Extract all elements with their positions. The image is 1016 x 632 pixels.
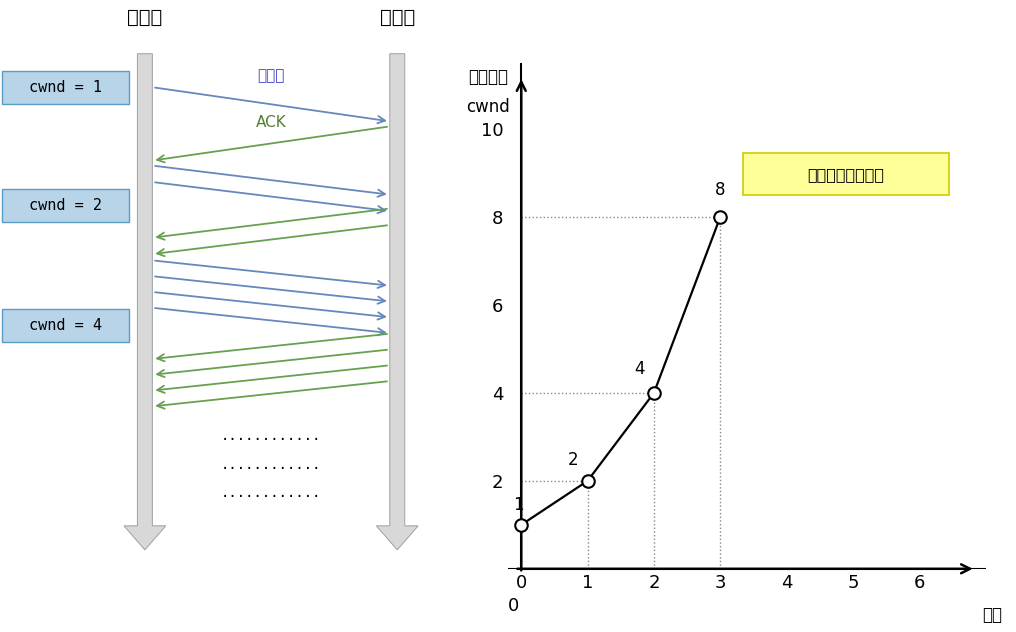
FancyArrow shape — [124, 54, 166, 550]
Text: 数据包: 数据包 — [257, 68, 284, 83]
Text: 接收方: 接收方 — [380, 8, 415, 27]
FancyArrow shape — [376, 54, 419, 550]
Text: 4: 4 — [634, 360, 644, 377]
Text: ACK: ACK — [256, 115, 287, 130]
Text: 2: 2 — [568, 451, 578, 468]
Text: ............: ............ — [220, 429, 321, 443]
FancyBboxPatch shape — [2, 71, 128, 104]
FancyBboxPatch shape — [2, 309, 128, 342]
Text: 慢启动呈指数增加: 慢启动呈指数增加 — [808, 167, 885, 182]
Text: cwnd = 1: cwnd = 1 — [28, 80, 102, 95]
Text: 发送方: 发送方 — [127, 8, 163, 27]
Text: 轮次: 轮次 — [982, 606, 1002, 624]
Text: 8: 8 — [715, 181, 725, 200]
Text: 1: 1 — [513, 496, 523, 514]
Text: ............: ............ — [220, 458, 321, 471]
FancyBboxPatch shape — [744, 154, 949, 195]
Text: cwnd = 2: cwnd = 2 — [28, 198, 102, 213]
Text: 拥塞窗口: 拥塞窗口 — [468, 68, 508, 85]
Text: ............: ............ — [220, 486, 321, 500]
FancyBboxPatch shape — [2, 189, 128, 222]
Text: 0: 0 — [508, 597, 519, 616]
Text: cwnd = 4: cwnd = 4 — [28, 318, 102, 333]
Text: cwnd: cwnd — [466, 99, 510, 116]
